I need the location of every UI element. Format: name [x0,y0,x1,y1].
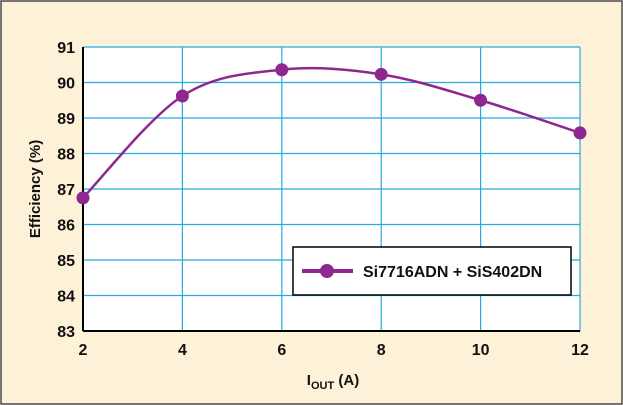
legend-label: Si7716ADN + SiS402DN [363,264,542,281]
x-tick-label: 4 [178,342,187,359]
legend-marker [320,264,334,278]
data-point [76,191,90,205]
plot-frame [82,47,580,332]
data-point [374,67,388,81]
x-tick-labels: 2 4 6 8 10 12 [79,342,589,359]
x-axis-label-unit: (A) [334,372,359,389]
x-axis-label-main: I [307,372,311,389]
series-group [76,63,587,205]
y-tick-label: 87 [57,182,75,199]
y-axis-label: Efficiency (%) [27,140,44,238]
x-tick-label: 8 [377,342,386,359]
y-tick-label: 91 [57,40,75,57]
x-tick-label: 10 [472,342,490,359]
data-point [275,63,289,77]
legend-box [292,246,572,296]
x-axis-label-subscript: OUT [311,380,335,392]
x-tick-label: 12 [571,342,589,359]
y-tick-label: 83 [57,324,75,341]
x-axis-label: IOUT (A) [307,372,359,392]
y-tick-label: 89 [57,111,75,128]
series-line [82,66,581,199]
y-tick-label: 86 [57,218,75,235]
legend: Si7716ADN + SiS402DN [292,246,572,296]
y-tick-label: 88 [57,147,75,164]
y-tick-label: 90 [57,76,75,93]
y-tick-label: 85 [57,253,75,270]
y-tick-label: 84 [57,289,75,306]
data-point [474,93,488,107]
y-tick-labels: 83 84 85 86 87 88 89 90 91 [57,40,75,341]
data-point [573,126,587,140]
x-tick-label: 2 [79,342,88,359]
data-point [175,89,189,103]
x-tick-label: 6 [277,342,286,359]
